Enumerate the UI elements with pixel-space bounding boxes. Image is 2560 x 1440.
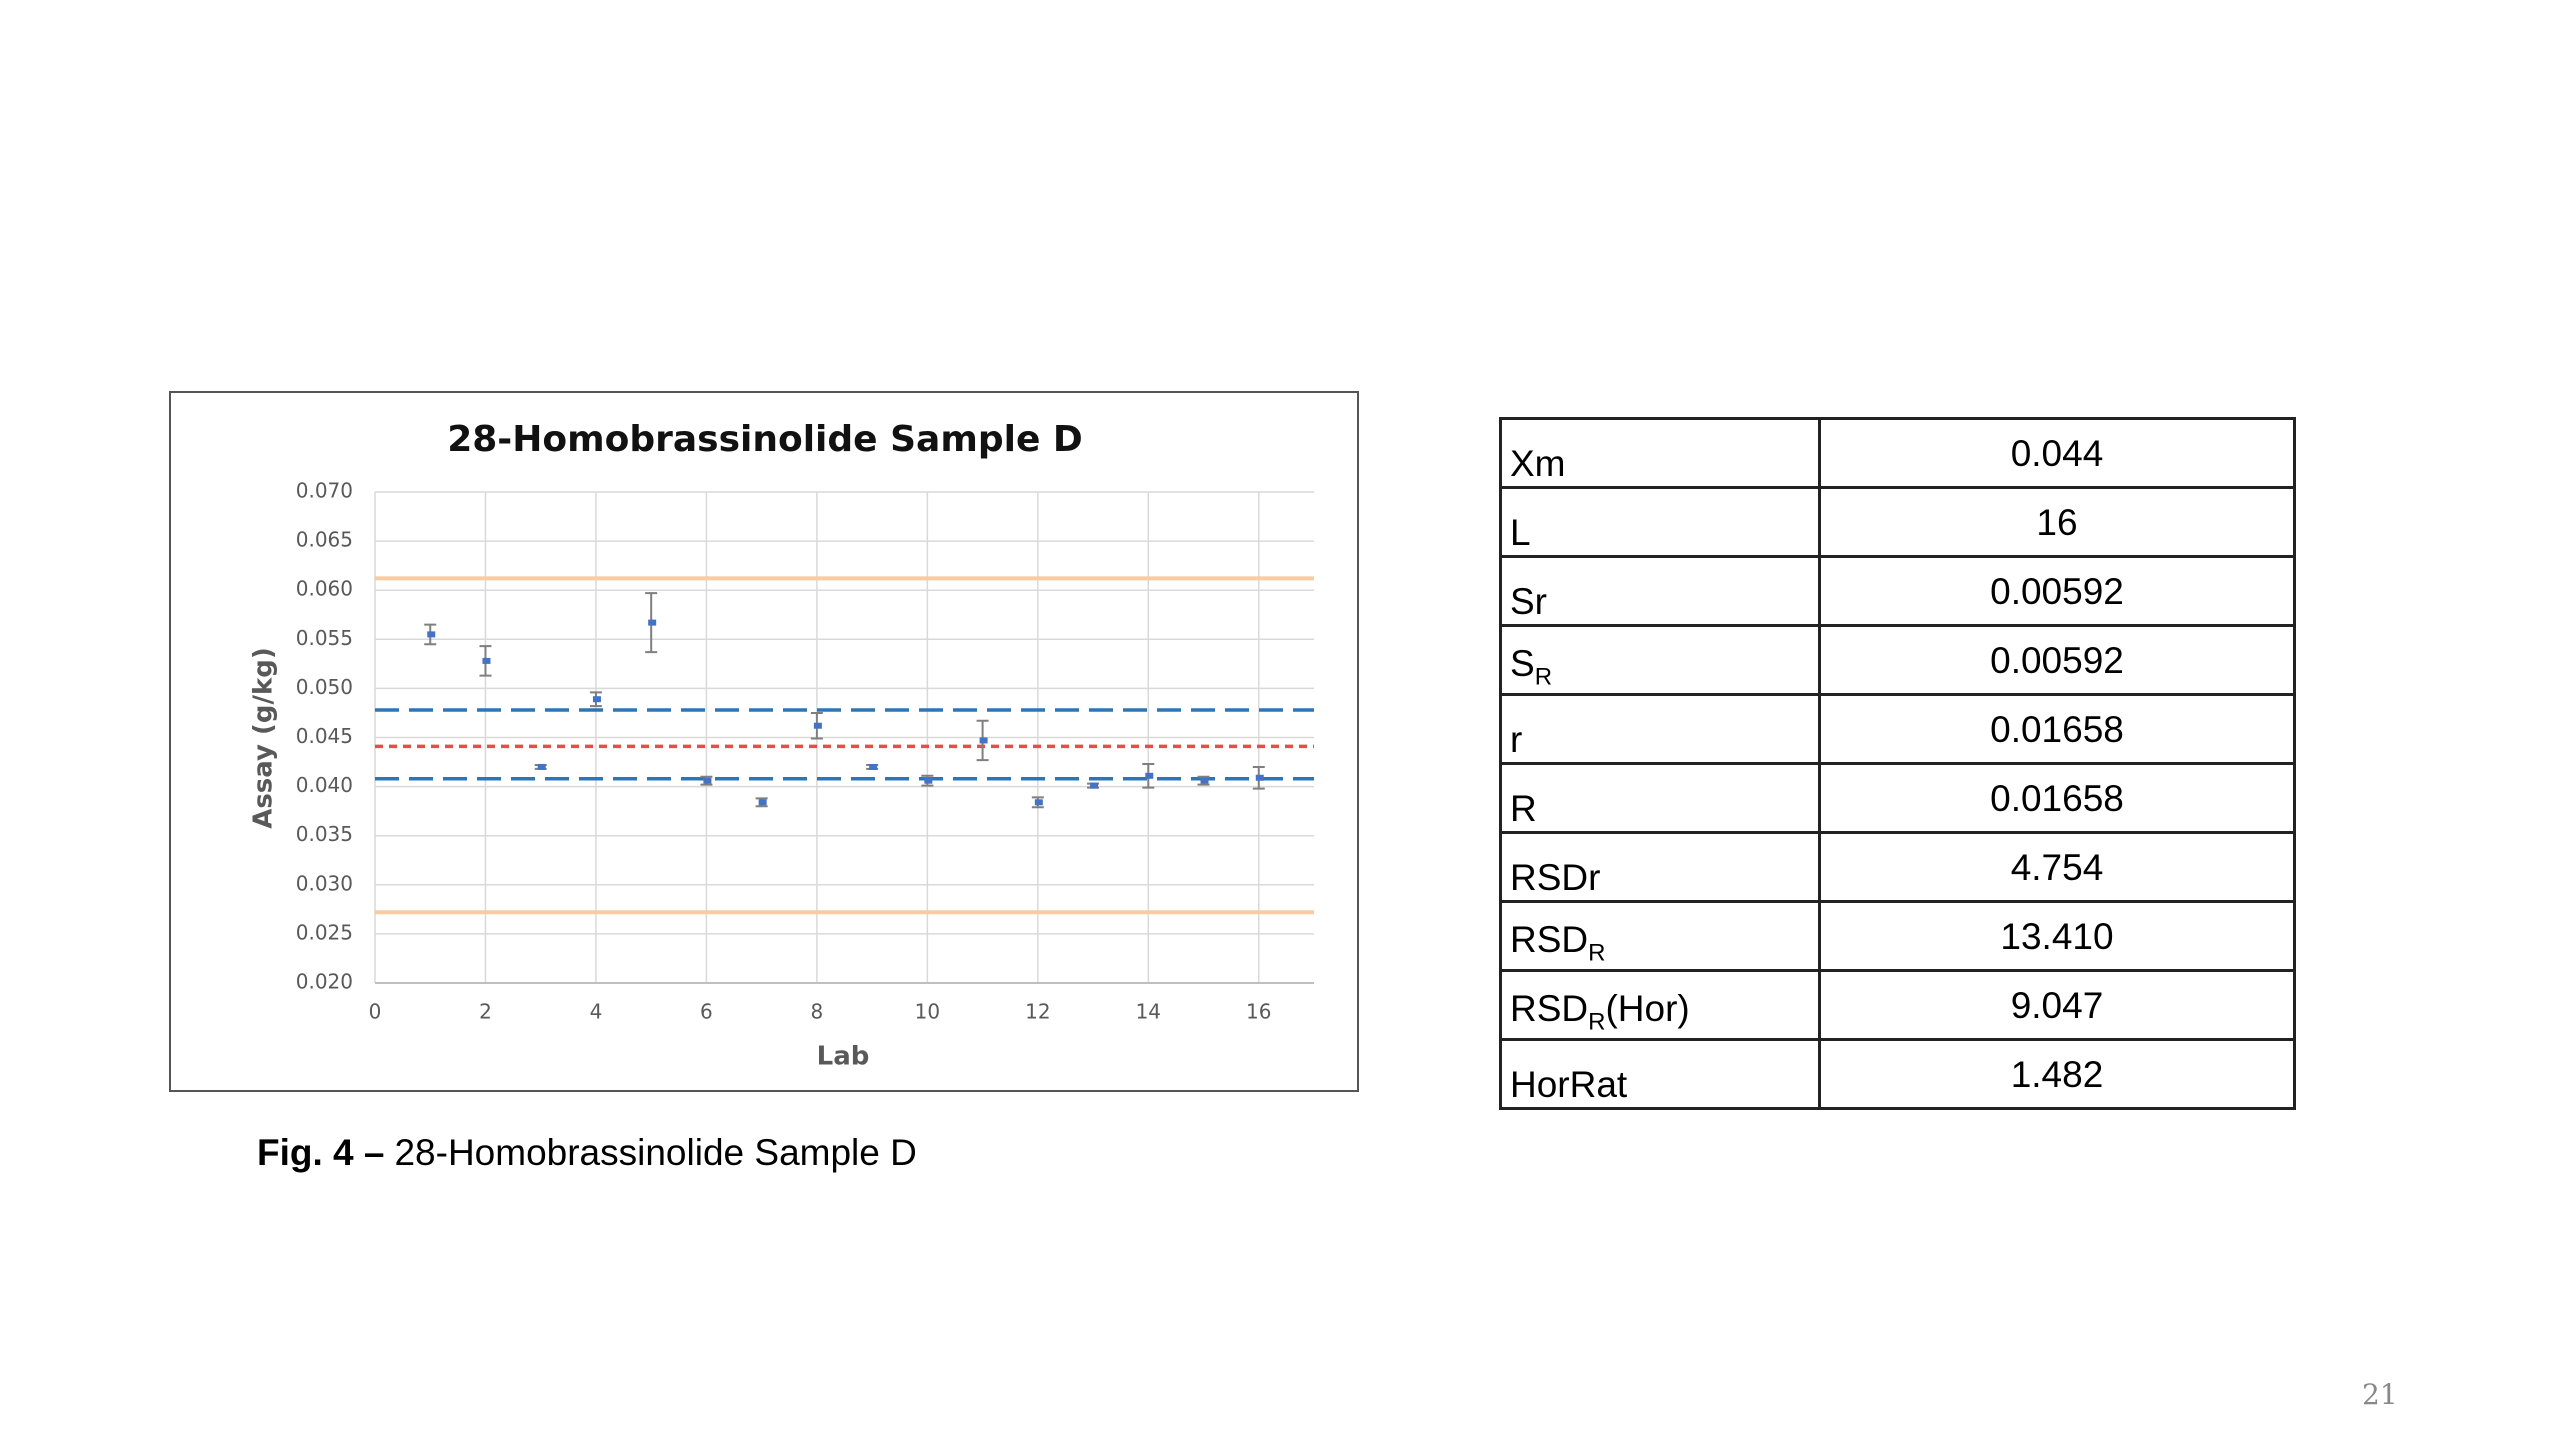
chart: 28-Homobrassinolide Sample D Lab Assay (…	[249, 419, 1314, 1072]
caption-prefix: Fig. 4 –	[257, 1132, 385, 1173]
row-label: HorRat	[1499, 1038, 1821, 1110]
label-subscript: R	[1588, 939, 1606, 966]
data-point	[703, 777, 712, 784]
row-value: 9.047	[1818, 969, 2296, 1041]
label-text: RSD	[1510, 987, 1589, 1029]
chart-frame: 28-Homobrassinolide Sample D Lab Assay (…	[169, 391, 1359, 1092]
label-text: L	[1510, 512, 1531, 553]
data-point	[427, 631, 436, 638]
row-label: RSDR(Hor)	[1499, 969, 1821, 1041]
label-subscript: R	[1534, 663, 1553, 690]
row-value: 0.01658	[1818, 693, 2296, 765]
table-row: RSDR(Hor) 9.047	[1499, 969, 2296, 1041]
label-text: Xm	[1510, 443, 1566, 484]
caption-text: 28-Homobrassinolide Sample D	[394, 1132, 917, 1173]
data-point	[537, 763, 546, 770]
y-tick-label: 0.045	[296, 724, 353, 748]
y-tick-label: 0.035	[296, 822, 353, 846]
label-text: S	[1510, 642, 1535, 684]
row-value: 0.00592	[1818, 624, 2296, 696]
row-label: L	[1499, 486, 1821, 558]
table-row: RSDr 4.754	[1499, 831, 2296, 903]
row-label: R	[1499, 762, 1821, 834]
row-label: RSDR	[1499, 900, 1821, 972]
data-point	[869, 763, 878, 770]
table-row: RSDR 13.410	[1499, 900, 2296, 972]
row-value: 4.754	[1818, 831, 2296, 903]
row-value: 0.00592	[1818, 555, 2296, 627]
table-row: Sr 0.00592	[1499, 555, 2296, 627]
row-label: RSDr	[1499, 831, 1821, 903]
y-tick-label: 0.030	[296, 871, 353, 895]
x-tick-label: 6	[700, 1000, 713, 1024]
data-point	[592, 696, 601, 703]
row-label: SR	[1499, 624, 1821, 696]
label-text: r	[1510, 719, 1523, 760]
label-text: RSD	[1510, 918, 1589, 960]
data-point	[924, 777, 933, 784]
y-tick-label: 0.055	[296, 626, 353, 650]
data-point	[813, 722, 822, 729]
data-point	[979, 737, 988, 744]
caption: Fig. 4 –28-Homobrassinolide Sample D	[257, 1132, 917, 1174]
label-text: HorRat	[1510, 1064, 1628, 1105]
table-row: r 0.01658	[1499, 693, 2296, 765]
y-tick-label: 0.070	[296, 479, 353, 503]
data-point	[1200, 777, 1209, 784]
row-label: Sr	[1499, 555, 1821, 627]
x-axis-label: Lab	[817, 1042, 870, 1072]
table-row: SR 0.00592	[1499, 624, 2296, 696]
row-value: 13.410	[1818, 900, 2296, 972]
x-tick-label: 4	[590, 1000, 603, 1024]
table-row: Xm 0.044	[1499, 417, 2296, 489]
data-point	[758, 799, 767, 806]
table-row: HorRat 1.482	[1499, 1038, 2296, 1110]
stats-table: Xm 0.044 L 16 Sr 0.00592 SR 0.00592 r 0.01658 R 0.0…	[1499, 417, 2296, 1110]
y-axis-label: Assay (g/kg)	[249, 647, 279, 829]
x-tick-label: 0	[369, 1000, 382, 1024]
data-point	[1145, 772, 1154, 779]
x-tick-label: 16	[1246, 1000, 1271, 1024]
y-tick-label: 0.020	[296, 970, 353, 994]
x-tick-label: 12	[1025, 1000, 1050, 1024]
label-text: R	[1510, 788, 1537, 829]
data-point	[1255, 774, 1264, 781]
row-label: Xm	[1499, 417, 1821, 489]
y-tick-label: 0.065	[296, 528, 353, 552]
data-point	[482, 657, 491, 664]
chart-title: 28-Homobrassinolide Sample D	[447, 419, 1083, 460]
x-tick-label: 10	[915, 1000, 940, 1024]
row-label: r	[1499, 693, 1821, 765]
y-tick-label: 0.040	[296, 773, 353, 797]
row-value: 0.01658	[1818, 762, 2296, 834]
x-tick-label: 2	[479, 1000, 492, 1024]
y-tick-label: 0.025	[296, 920, 353, 944]
data-point	[648, 619, 657, 626]
page-number: 21	[2362, 1378, 2398, 1411]
table-row: R 0.01658	[1499, 762, 2296, 834]
row-value: 1.482	[1818, 1038, 2296, 1110]
x-tick-label: 8	[811, 1000, 824, 1024]
row-value: 0.044	[1818, 417, 2296, 489]
row-value: 16	[1818, 486, 2296, 558]
label-suffix: (Hor)	[1605, 987, 1690, 1029]
label-text: Sr	[1510, 581, 1547, 622]
y-tick-label: 0.050	[296, 675, 353, 699]
table-row: L 16	[1499, 486, 2296, 558]
data-point	[1090, 782, 1099, 789]
label-subscript: R	[1588, 1008, 1606, 1035]
y-tick-label: 0.060	[296, 577, 353, 601]
data-point	[1034, 799, 1043, 806]
x-tick-label: 14	[1136, 1000, 1161, 1024]
label-text: RSDr	[1510, 857, 1601, 898]
